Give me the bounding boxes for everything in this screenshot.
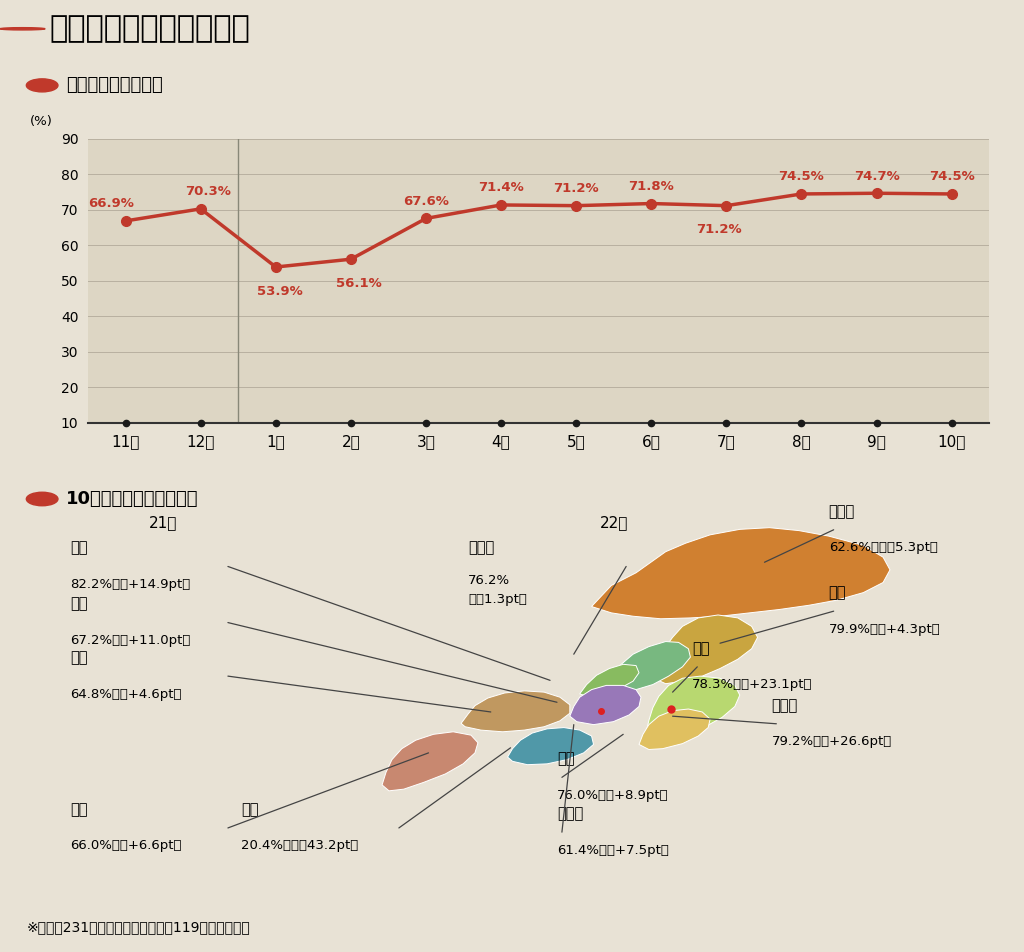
Text: 全国のホテル客室利用率: 全国のホテル客室利用率: [49, 14, 250, 43]
Text: 20.4%　（－43.2pt）: 20.4% （－43.2pt）: [241, 840, 358, 852]
Text: (%): (%): [30, 114, 52, 128]
Text: 70.3%: 70.3%: [185, 186, 231, 198]
Text: ※調査は231ホテルを対象に行い、119ホテルが回答: ※調査は231ホテルを対象に行い、119ホテルが回答: [27, 921, 250, 934]
Text: 月別平均客室利用率: 月別平均客室利用率: [66, 76, 163, 94]
Polygon shape: [508, 727, 594, 764]
Text: 21年: 21年: [148, 515, 177, 530]
Text: 九州: 九州: [70, 802, 87, 817]
Text: 66.0%　（+6.6pt）: 66.0% （+6.6pt）: [70, 840, 181, 852]
Text: 近畿: 近畿: [70, 597, 87, 611]
Text: 71.8%: 71.8%: [629, 180, 674, 193]
Text: 53.9%: 53.9%: [257, 285, 302, 298]
Text: 67.2%　（+11.0pt）: 67.2% （+11.0pt）: [70, 634, 190, 647]
Text: 北陸: 北陸: [70, 541, 87, 556]
Polygon shape: [569, 685, 641, 724]
Polygon shape: [651, 615, 758, 684]
Text: 79.9%　（+4.3pt）: 79.9% （+4.3pt）: [828, 623, 940, 636]
Circle shape: [27, 492, 58, 506]
Text: 62.6%　（－5.3pt）: 62.6% （－5.3pt）: [828, 541, 938, 554]
Polygon shape: [382, 732, 478, 791]
Text: 74.5%: 74.5%: [778, 170, 824, 184]
Text: 82.2%　（+14.9pt）: 82.2% （+14.9pt）: [70, 578, 190, 591]
Polygon shape: [461, 691, 569, 732]
Text: 大阪府: 大阪府: [557, 806, 584, 822]
Text: 関東: 関東: [692, 641, 710, 656]
Text: 64.8%　（+4.6pt）: 64.8% （+4.6pt）: [70, 687, 181, 701]
Text: 61.4%　（+7.5pt）: 61.4% （+7.5pt）: [557, 843, 669, 857]
Text: 71.2%: 71.2%: [553, 182, 599, 195]
Text: 中国: 中国: [70, 650, 87, 665]
Text: 76.2%: 76.2%: [468, 574, 510, 586]
Polygon shape: [592, 527, 890, 619]
Circle shape: [27, 79, 58, 92]
Text: 71.4%: 71.4%: [478, 181, 524, 194]
Text: （－1.3pt）: （－1.3pt）: [468, 593, 527, 606]
Circle shape: [0, 28, 45, 30]
Text: 76.0%　（+8.9pt）: 76.0% （+8.9pt）: [557, 788, 669, 802]
Polygon shape: [646, 676, 739, 737]
Text: 78.3%　（+23.1pt）: 78.3% （+23.1pt）: [692, 678, 813, 691]
Text: 71.2%: 71.2%: [696, 224, 741, 236]
Text: 東北: 東北: [828, 585, 846, 600]
Polygon shape: [639, 709, 711, 749]
Text: 79.2%　（+26.6pt）: 79.2% （+26.6pt）: [771, 735, 892, 748]
Text: 10月の地域別客室利用率: 10月の地域別客室利用率: [66, 490, 199, 508]
Text: 56.1%: 56.1%: [336, 277, 381, 290]
Text: 北海道: 北海道: [828, 504, 855, 519]
Text: 74.7%: 74.7%: [854, 169, 899, 183]
Text: 甲信越: 甲信越: [468, 541, 495, 556]
Text: 東京都: 東京都: [771, 698, 798, 713]
Text: 66.9%: 66.9%: [88, 197, 133, 210]
Text: 74.5%: 74.5%: [929, 170, 975, 184]
Text: 22年: 22年: [599, 515, 628, 530]
Polygon shape: [580, 664, 639, 697]
Polygon shape: [609, 642, 690, 691]
Text: 四国: 四国: [241, 802, 258, 817]
Text: 67.6%: 67.6%: [403, 195, 449, 208]
Text: 東海: 東海: [557, 751, 574, 766]
